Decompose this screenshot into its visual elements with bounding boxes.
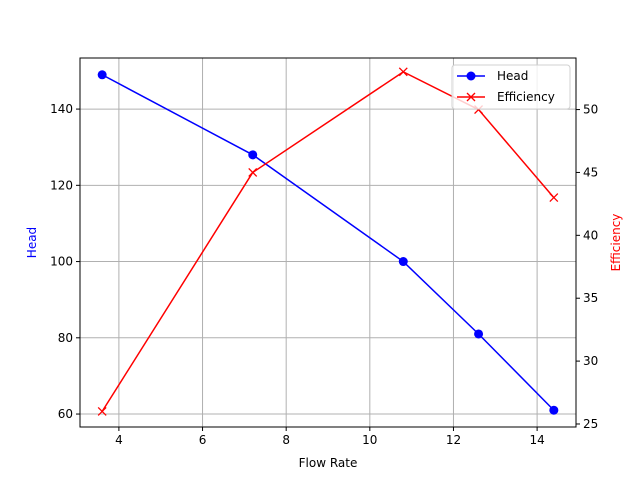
data-point-circle (398, 257, 408, 267)
series-line (101, 74, 555, 411)
y-left-tick-label: 60 (58, 407, 73, 421)
legend-label: Efficiency (497, 90, 555, 104)
series-head (97, 70, 559, 415)
x-tick-label: 8 (282, 433, 290, 447)
legend: Head Efficiency (451, 64, 571, 110)
data-point-circle (474, 329, 484, 339)
y-right-tick-label: 25 (583, 417, 598, 431)
x-axis-label: Flow Rate (299, 456, 358, 470)
y-right-tick-label: 40 (583, 228, 598, 242)
y-right-tick-label: 50 (583, 103, 598, 117)
data-point-x (248, 167, 258, 177)
data-point-x (549, 193, 559, 203)
y-right-tick-label: 35 (583, 291, 598, 305)
x-tick-label: 14 (529, 433, 544, 447)
legend-marker-circle (466, 71, 476, 81)
grid (80, 58, 576, 427)
legend-label: Head (497, 69, 528, 83)
y-left-tick-label: 100 (50, 255, 73, 269)
y-right-tick-label: 30 (583, 354, 598, 368)
y-axis-right: 25 30 35 40 45 50 Efficiency (576, 103, 623, 431)
data-point-circle (97, 70, 107, 80)
plot-frame (79, 57, 577, 428)
y-left-tick-label: 80 (58, 331, 73, 345)
y-right-axis-label: Efficiency (609, 214, 623, 272)
data-point-circle (549, 405, 559, 415)
y-left-axis-label: Head (25, 227, 39, 258)
y-left-tick-label: 120 (50, 178, 73, 192)
data-point-x (398, 67, 408, 77)
data-point-circle (248, 150, 258, 160)
data-point-x (97, 406, 107, 416)
x-tick-label: 6 (199, 433, 207, 447)
y-axis-left: 60 80 100 120 140 Head (25, 102, 80, 421)
x-tick-label: 12 (446, 433, 461, 447)
x-axis: 4 6 8 10 12 14 Flow Rate (115, 427, 545, 470)
y-right-tick-label: 45 (583, 165, 598, 179)
x-tick-label: 4 (115, 433, 123, 447)
series-line (101, 70, 555, 412)
series-efficiency (97, 67, 559, 416)
x-tick-label: 10 (362, 433, 377, 447)
y-left-tick-label: 140 (50, 102, 73, 116)
